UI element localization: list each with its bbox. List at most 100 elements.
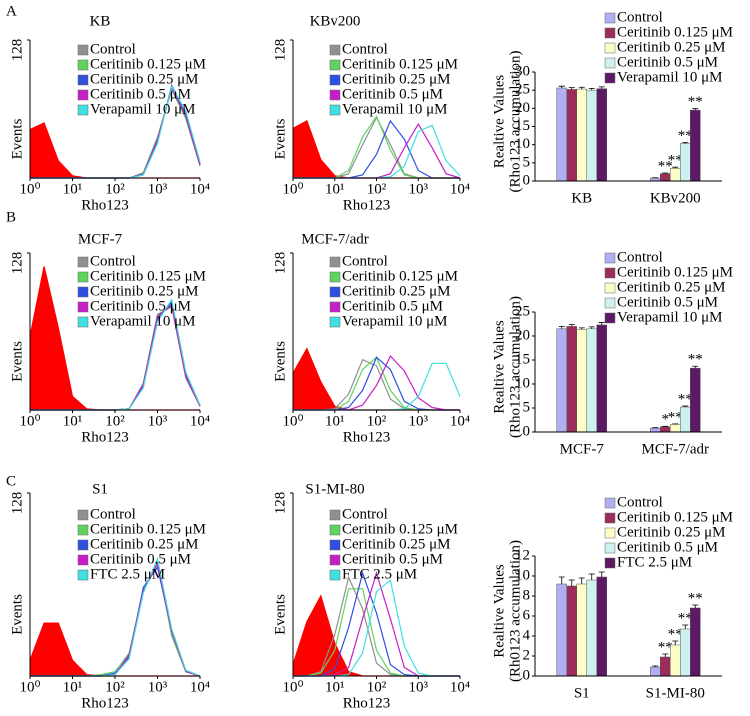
error-bar [558, 85, 565, 88]
legend-label: Ceritinib 0.25 μM [342, 536, 450, 552]
y-tick-label: 12 [515, 547, 530, 563]
legend-label: Ceritinib 0.25 μM [342, 71, 450, 87]
significance-mark: ** [668, 409, 683, 425]
chart-title: S1 [92, 481, 108, 497]
bar [566, 326, 577, 433]
x-tick-label: 10⁰ [19, 413, 40, 429]
error-bar [692, 365, 699, 369]
error-bar [588, 326, 595, 329]
bar [690, 367, 701, 433]
chart-title: KBv200 [310, 13, 361, 29]
error-bar [578, 86, 585, 90]
bar [680, 406, 691, 433]
legend-swatch [604, 297, 616, 309]
legend-swatch [329, 316, 341, 328]
legend-swatch [604, 252, 616, 264]
x-tick-label: 10⁴ [190, 413, 210, 429]
y-axis-label: (Rh0123 accumulation) [507, 540, 523, 682]
y-tick-label: 0 [523, 423, 531, 439]
bar [680, 143, 691, 182]
legend-label: Ceritinib 0.125 μM [90, 268, 206, 284]
legend-label: Ceritinib 0.125 μM [617, 24, 733, 40]
x-tick-label: 10² [105, 679, 125, 695]
y-axis-label: (Rho123 accumulation) [507, 50, 523, 192]
error-bar [672, 640, 679, 645]
error-bar [598, 322, 605, 325]
error-bar [568, 87, 575, 90]
legend-label: Ceritinib 0.25 μM [342, 283, 450, 299]
significance-mark: ** [688, 94, 703, 110]
y-tick-label: 20 [515, 327, 530, 343]
y-tick-label: 128 [272, 492, 288, 515]
legend-label: FTC 2.5 μM [617, 554, 692, 570]
legend-label: FTC 2.5 μM [90, 566, 165, 582]
x-axis-label: Rho123 [343, 197, 391, 213]
bar [586, 328, 597, 433]
significance-mark: ** [678, 128, 693, 144]
bar [566, 585, 577, 677]
y-tick-label: 128 [272, 252, 288, 275]
x-tick-label: 10⁰ [19, 181, 40, 197]
legend-swatch [77, 554, 89, 566]
error-bar [588, 87, 595, 91]
error-bar [682, 624, 689, 629]
error-bar [558, 576, 565, 584]
error-bar [568, 324, 575, 327]
y-tick-label: 128 [9, 252, 25, 275]
legend-swatch [604, 282, 616, 294]
bar [596, 88, 607, 182]
y-tick-label: 10 [515, 567, 530, 583]
error-bar [578, 577, 585, 584]
x-tick-label: 10⁰ [282, 413, 303, 429]
bar [670, 424, 681, 433]
legend-label: FTC 2.5 μM [342, 566, 417, 582]
error-bar [558, 326, 565, 329]
legend-swatch [329, 539, 341, 551]
legend-swatch [77, 539, 89, 551]
x-axis-label: Rho123 [81, 197, 129, 213]
legend-swatch [77, 509, 89, 521]
legend-swatch [329, 286, 341, 298]
legend-label: Verapamil 10 μM [617, 69, 723, 85]
significance-mark: ** [678, 610, 693, 626]
legend-label: Ceritinib 0.25 μM [617, 279, 725, 295]
y-tick-label: 2 [523, 647, 531, 663]
legend-label: Verapamil 10 μM [90, 313, 196, 329]
bar [670, 168, 681, 182]
legend-label: Ceritinib 0.5 μM [617, 54, 718, 70]
x-tick-label: 10¹ [63, 181, 83, 197]
bar [576, 583, 587, 677]
legend-swatch [329, 104, 341, 116]
bar [576, 88, 587, 182]
legend-label: Verapamil 10 μM [342, 313, 448, 329]
legend-label: Control [342, 41, 388, 57]
significance-mark: ** [658, 639, 673, 655]
error-bar [568, 579, 575, 586]
bar [556, 87, 567, 182]
legend-label: Ceritinib 0.5 μM [90, 86, 191, 102]
x-axis-label: Rho123 [81, 429, 129, 445]
x-tick-label: 10⁴ [450, 679, 470, 695]
y-tick-label: 128 [9, 492, 25, 515]
y-tick-label: 5 [523, 399, 531, 415]
y-tick-label: 25 [515, 303, 530, 319]
legend-swatch [77, 301, 89, 313]
error-bar [598, 571, 605, 577]
panel-label: C [6, 473, 16, 489]
legend-swatch [77, 524, 89, 536]
legend-swatch [77, 59, 89, 71]
bar [576, 329, 587, 433]
legend-label: Ceritinib 0.5 μM [617, 539, 718, 555]
error-bar [692, 108, 699, 111]
legend-label: Ceritinib 0.25 μM [617, 524, 725, 540]
chart-title: MCF-7 [78, 231, 123, 247]
x-tick-label: S1-MI-80 [646, 685, 705, 701]
legend-label: Control [90, 506, 136, 522]
legend-label: Verapamil 10 μM [617, 309, 723, 325]
bar [690, 607, 701, 677]
significance-mark: ** [688, 590, 703, 606]
legend-label: Ceritinib 0.5 μM [342, 551, 443, 567]
x-tick-label: 10³ [409, 413, 429, 429]
legend-swatch [604, 527, 616, 539]
